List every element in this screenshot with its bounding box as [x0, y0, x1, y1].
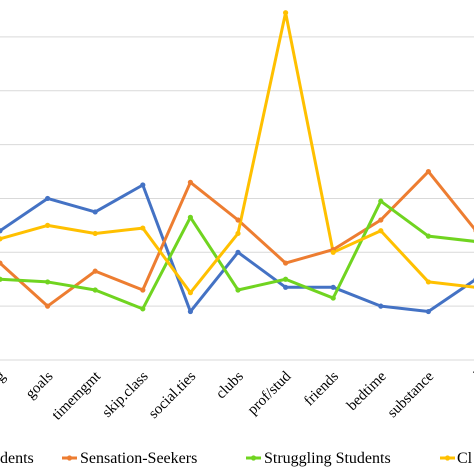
- x-tick-label: gpr.avg: [0, 368, 9, 411]
- data-point: [235, 249, 241, 255]
- data-point: [330, 284, 336, 290]
- data-point: [235, 287, 241, 293]
- legend-entry-label: dents: [0, 450, 34, 467]
- data-point: [425, 308, 431, 315]
- series-points: [0, 10, 474, 315]
- x-tick-label: bedtime: [344, 368, 390, 414]
- data-point: [378, 217, 384, 223]
- x-tick-label: clubs: [213, 368, 247, 402]
- data-point: [140, 306, 146, 312]
- data-point: [45, 195, 51, 202]
- data-point: [92, 230, 98, 237]
- data-point: [283, 10, 289, 16]
- data-point: [283, 260, 289, 266]
- data-point: [330, 249, 336, 255]
- x-tick-label: substance: [385, 368, 438, 421]
- data-point: [45, 222, 51, 228]
- data-point: [0, 236, 3, 242]
- data-point: [235, 217, 241, 223]
- x-tick-label: timemgmt: [49, 368, 105, 424]
- data-point: [425, 233, 431, 239]
- data-point: [378, 228, 384, 234]
- x-tick-label: social.ties: [146, 368, 200, 422]
- x-tick-label: goals: [23, 368, 57, 402]
- data-point: [187, 179, 193, 185]
- data-point: [425, 279, 431, 285]
- x-tick-label: friends: [301, 368, 342, 409]
- data-point: [283, 284, 289, 290]
- data-point: [45, 303, 51, 309]
- legend-swatch-marker: [66, 455, 73, 461]
- series-lines: [0, 11, 474, 314]
- data-point: [140, 225, 146, 231]
- x-tick-label: prof/stud: [245, 368, 295, 418]
- data-point: [140, 182, 146, 188]
- x-tick-label: skip.class: [99, 368, 151, 420]
- data-point: [140, 287, 146, 293]
- x-axis-tick-labels: gpr.avg goalstimemgmtskip.classsocial.tie…: [0, 368, 474, 424]
- series-line-0: [0, 183, 474, 314]
- data-point: [187, 290, 193, 296]
- data-point: [45, 279, 51, 285]
- data-point: [0, 228, 3, 234]
- data-point: [187, 214, 193, 220]
- legend-entry-label: Sensation-Seekers: [80, 450, 197, 467]
- legend-entry-label: Cl: [457, 450, 473, 467]
- data-point: [0, 260, 3, 266]
- legend: dents Sensation-Seekers Struggling Student…: [0, 450, 473, 467]
- legend-swatch-marker: [444, 455, 451, 461]
- data-point: [378, 303, 384, 309]
- data-point: [378, 198, 384, 204]
- data-point: [92, 209, 98, 215]
- data-point: [92, 268, 98, 274]
- data-point: [0, 276, 3, 282]
- legend-entry-label: Struggling Students: [264, 450, 391, 467]
- data-point: [235, 230, 241, 237]
- data-point: [187, 308, 193, 315]
- data-point: [425, 168, 431, 175]
- data-point: [283, 276, 289, 282]
- legend-swatch-marker: [250, 455, 257, 461]
- data-point: [330, 295, 336, 301]
- data-point: [92, 287, 98, 293]
- x-tick-label: i: [471, 369, 474, 383]
